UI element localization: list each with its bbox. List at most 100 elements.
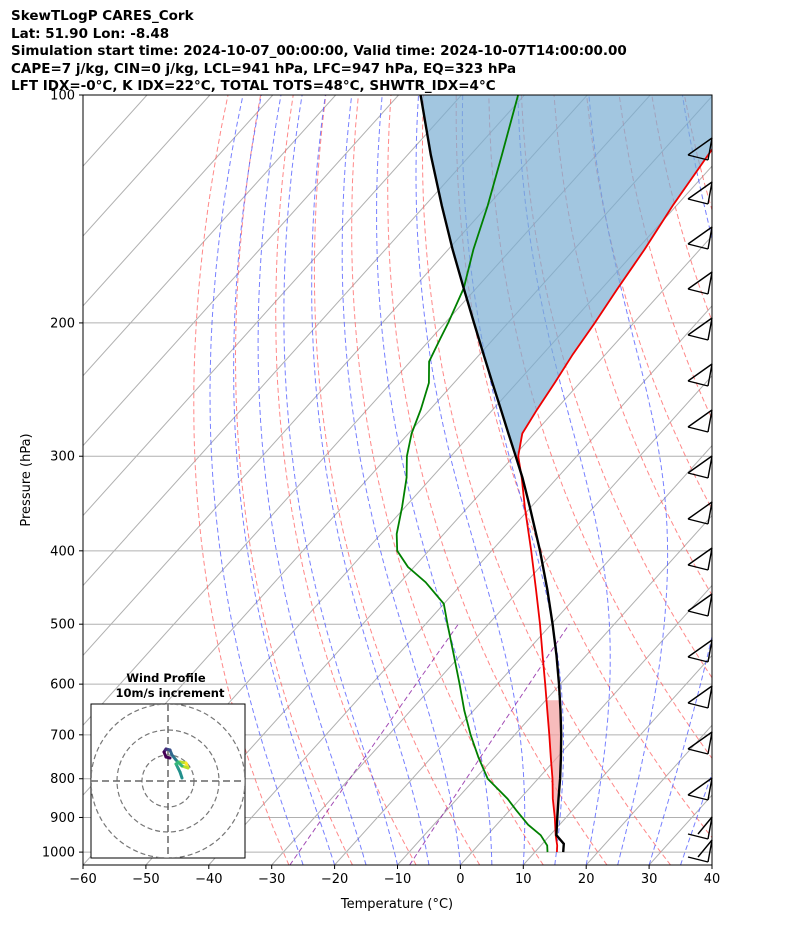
dry-adiabat: [313, 95, 481, 865]
isotherm-line: [334, 444, 712, 865]
moist-adiabat: [680, 771, 712, 865]
x-tick-label: 0: [456, 872, 464, 887]
y-tick-label: 800: [50, 772, 75, 787]
moist-adiabat: [209, 95, 304, 865]
x-tick-label: −30: [258, 872, 285, 887]
moist-adiabat: [257, 95, 367, 865]
wind-barb: [687, 271, 713, 295]
isotherm-line: [145, 235, 712, 865]
y-tick-label: 900: [50, 811, 75, 826]
cape-line: CAPE=7 j/kg, CIN=0 j/kg, LCL=941 hPa, LF…: [11, 60, 517, 77]
x-tick-label: −40: [195, 872, 222, 887]
isotherm-line: [208, 305, 712, 865]
isotherm-line: [775, 95, 794, 865]
y-tick-label: 700: [50, 728, 75, 743]
cin-area: [420, 95, 712, 478]
y-tick-label: 1000: [42, 846, 75, 861]
adiabat-layer: [193, 95, 794, 865]
moist-adiabat: [233, 95, 336, 865]
moist-adiabat: [517, 95, 611, 865]
moist-adiabat: [648, 95, 712, 865]
moist-adiabat: [376, 95, 493, 865]
dry-adiabat: [520, 95, 712, 679]
x-tick-label: −20: [321, 872, 348, 887]
wind-barb: [687, 409, 713, 433]
y-axis-label: Pressure (hPa): [19, 433, 34, 526]
x-tick-label: 40: [704, 872, 721, 887]
moist-adiabat: [588, 95, 669, 865]
dry-adiabat: [387, 95, 608, 865]
profile-lines: [395, 95, 712, 853]
wind-barb: [687, 226, 713, 250]
wind-barb: [687, 137, 713, 161]
x-tick-label: 30: [641, 872, 658, 887]
x-axis-label: Temperature (°C): [340, 897, 453, 912]
y-tick-label: 200: [50, 316, 75, 331]
dry-adiabat: [717, 95, 794, 865]
parcel-line: [419, 95, 566, 853]
hodograph-segment: [164, 755, 172, 760]
moist-adiabat: [341, 95, 461, 865]
wind-profile-inset: Wind Profile 10m/s increment: [90, 671, 246, 859]
chart-title: SkewTLogP CARES_Cork: [11, 8, 194, 24]
isotherm-line: [83, 95, 525, 587]
inset-subtitle: 10m/s increment: [116, 686, 225, 700]
dry-adiabat: [750, 95, 794, 865]
time-line: Simulation start time: 2024-10-07_00:00:…: [11, 43, 627, 59]
chart-title-block: SkewTLogP CARES_Cork Lat: 51.90 Lon: -8.…: [11, 8, 627, 96]
dewpoint-line: [395, 95, 549, 853]
y-tick-label: 100: [50, 89, 75, 104]
x-tick-label: −10: [384, 872, 411, 887]
temperature-line: [517, 148, 712, 853]
wind-barb: [687, 839, 713, 863]
dry-adiabat: [351, 95, 544, 865]
wind-barb: [687, 731, 713, 755]
dry-adiabat: [275, 95, 417, 865]
moist-adiabat: [283, 95, 398, 865]
location-line: Lat: 51.90 Lon: -8.48: [11, 25, 170, 42]
wind-barb: [687, 685, 713, 709]
moist-adiabat: [311, 95, 430, 865]
dry-adiabat: [193, 95, 290, 865]
isotherm-line: [711, 864, 712, 865]
x-tick-label: 10: [515, 872, 532, 887]
dry-adiabat: [782, 95, 794, 865]
isotherm-line: [460, 584, 712, 865]
wind-barb: [687, 816, 713, 840]
isotherm-line: [585, 724, 712, 865]
x-tick-label: −50: [132, 872, 159, 887]
y-tick-label: 400: [50, 544, 75, 559]
wind-barb: [687, 501, 713, 525]
isotherm-line: [397, 514, 712, 865]
wind-barb: [687, 639, 713, 663]
inset-title: Wind Profile: [126, 671, 206, 685]
y-tick-label: 500: [50, 618, 75, 633]
wind-barb: [687, 547, 713, 571]
wind-barbs: [687, 137, 713, 863]
isotherm-line: [83, 95, 462, 517]
isotherm-line: [522, 654, 712, 865]
isotherm-line: [83, 95, 211, 237]
wind-barb: [687, 181, 713, 205]
index-line: LFT IDX=-0°C, K IDX=22°C, TOTAL TOTS=48°…: [11, 78, 496, 94]
wind-barb: [687, 363, 713, 387]
x-tick-label: −60: [69, 872, 96, 887]
wind-barb: [687, 777, 713, 801]
y-tick-label: 600: [50, 678, 75, 693]
dry-adiabat: [618, 95, 712, 420]
moist-adiabat: [461, 95, 564, 865]
wind-barb: [687, 317, 713, 341]
x-tick-label: 20: [578, 872, 595, 887]
mixing-ratio-line: [289, 623, 459, 865]
moist-adiabat: [711, 863, 712, 865]
isotherm-line: [83, 95, 337, 377]
wind-barb: [687, 593, 713, 617]
mixing-ratio-line: [409, 623, 570, 865]
dry-adiabat: [455, 95, 712, 839]
dry-adiabat: [553, 95, 712, 597]
isotherm-line: [271, 375, 712, 865]
y-tick-label: 300: [50, 450, 75, 465]
isotherm-line: [83, 95, 274, 307]
axis-ticks: −60 −50 −40 −30 −20 −10 0 10 20 30 40 100 200 300 400 5…: [42, 89, 720, 888]
